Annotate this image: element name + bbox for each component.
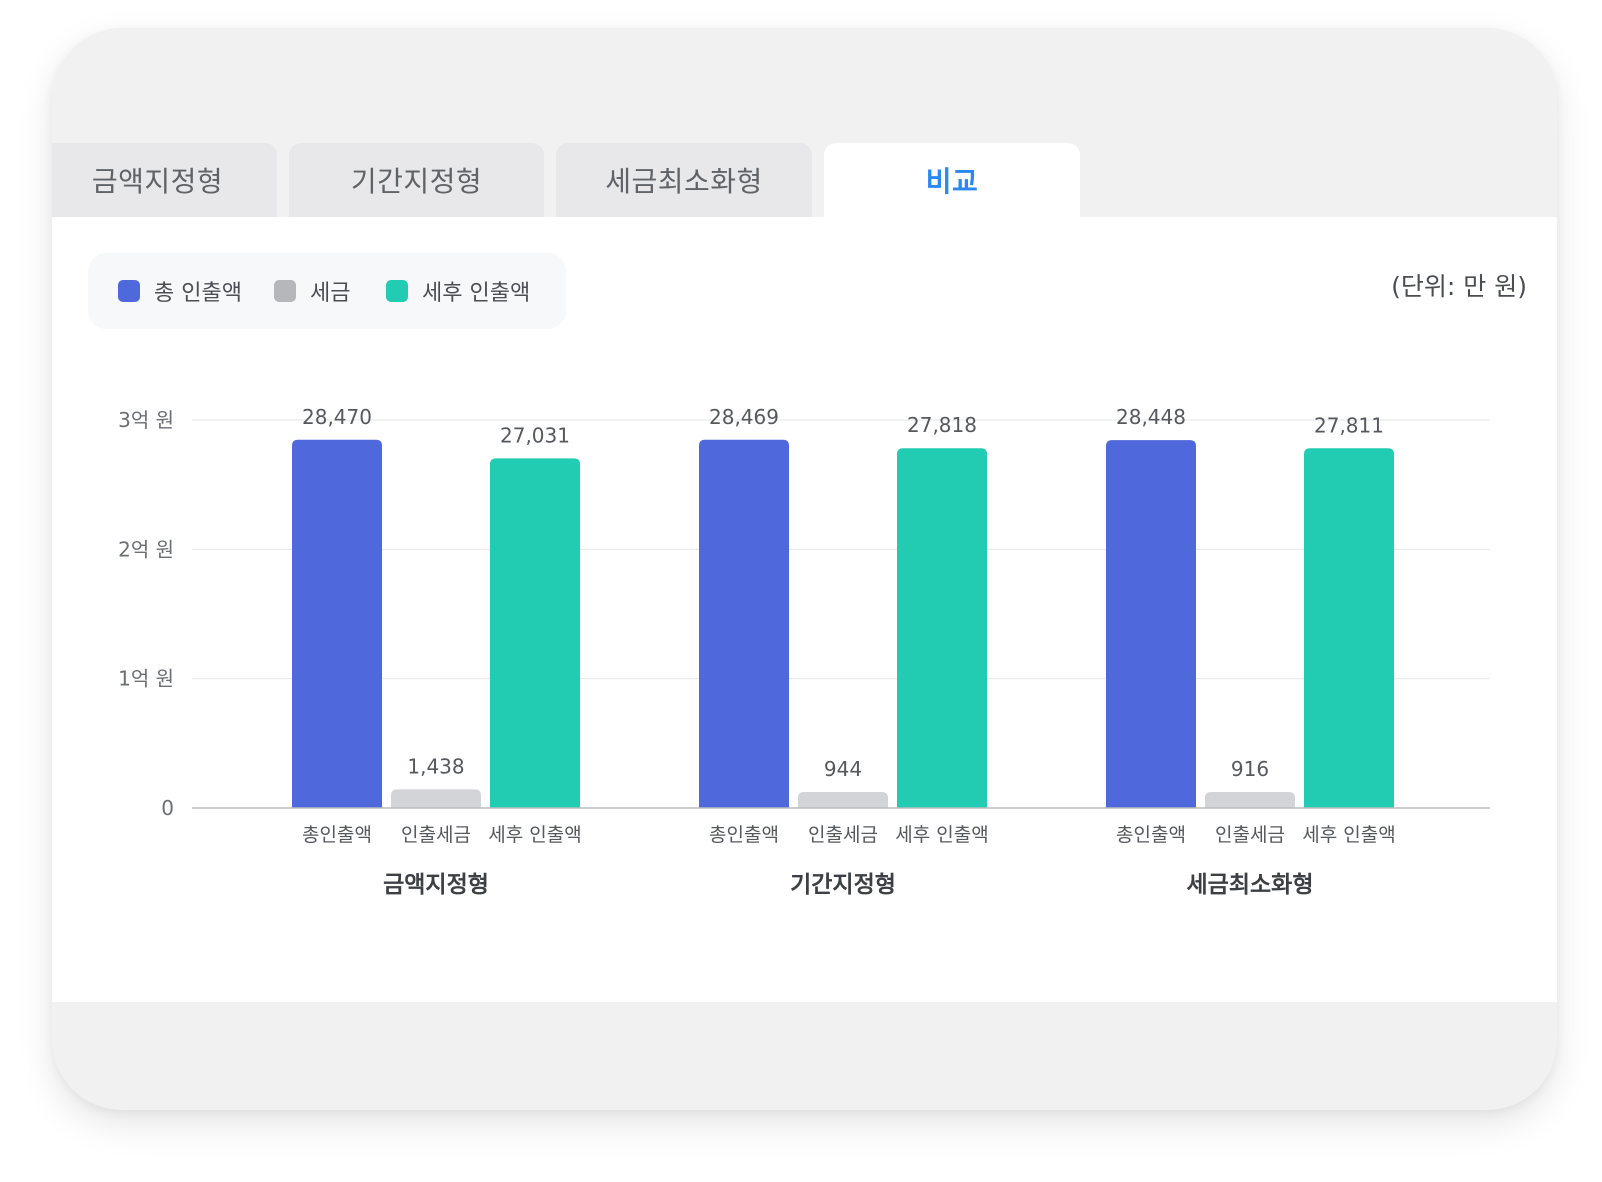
chart-panel: 총 인출액 세금 세후 인출액 (단위: 만 원) 0 1억 원 2억 원 3억 원 2… (52, 217, 1557, 1002)
bar-g2-s2 (1304, 448, 1394, 808)
data-label-g2-s1: 916 (1231, 757, 1269, 781)
bar-g0-s1 (391, 789, 481, 808)
legend-item-after-tax: 세후 인출액 (386, 253, 530, 329)
tab-amount-fixed[interactable]: 금액지정형 (52, 143, 277, 217)
bar-g0-s0 (292, 439, 382, 808)
bar-label-g2-s0: 총인출액 (1116, 824, 1186, 846)
tab-period-fixed[interactable]: 기간지정형 (289, 143, 544, 217)
y-tick-label-1: 1억 원 (118, 667, 174, 691)
legend-item-total: 총 인출액 (118, 253, 242, 329)
bar-label-g1-s1: 인출세금 (808, 824, 878, 846)
data-label-g1-s2: 27,818 (907, 413, 977, 437)
data-label-g1-s1: 944 (824, 757, 862, 781)
legend-swatch-total (118, 280, 140, 302)
y-tick-label-2: 2억 원 (118, 537, 174, 561)
category-label-2: 세금최소화형 (1187, 872, 1314, 898)
legend-label-total: 총 인출액 (154, 281, 242, 306)
legend-label-tax: 세금 (310, 281, 351, 306)
bar-label-g2-s1: 인출세금 (1215, 824, 1285, 846)
bar-g2-s0 (1106, 440, 1196, 808)
bar-label-g2-s2: 세후 인출액 (1302, 824, 1395, 846)
y-tick-label-3: 3억 원 (118, 408, 174, 432)
bar-label-g0-s1: 인출세금 (401, 824, 471, 846)
category-label-1: 기간지정형 (790, 872, 896, 898)
data-label-g2-s2: 27,811 (1314, 413, 1384, 437)
y-tick-label-0: 0 (161, 796, 174, 820)
unit-label: (단위: 만 원) (1391, 272, 1527, 301)
bar-label-g0-s2: 세후 인출액 (488, 824, 581, 846)
bar-g1-s1 (798, 792, 888, 808)
legend-label-after-tax: 세후 인출액 (422, 281, 531, 306)
comparison-card: 금액지정형 기간지정형 세금최소화형 비교 총 인출액 세금 세후 인출액 (단… (52, 28, 1557, 1110)
category-label-0: 금액지정형 (383, 872, 489, 898)
bar-label-g1-s2: 세후 인출액 (895, 824, 988, 846)
bar-g1-s2 (897, 448, 987, 808)
legend-swatch-tax (274, 280, 296, 302)
data-label-g0-s2: 27,031 (500, 423, 570, 447)
bar-g1-s0 (699, 439, 789, 808)
legend-swatch-after-tax (386, 280, 408, 302)
data-label-g1-s0: 28,469 (709, 405, 779, 429)
bar-g2-s1 (1205, 792, 1295, 808)
chart-legend: 총 인출액 세금 세후 인출액 (88, 253, 566, 329)
legend-item-tax: 세금 (274, 253, 350, 329)
data-label-g0-s0: 28,470 (302, 405, 372, 429)
bar-chart: 0 1억 원 2억 원 3억 원 28,470 총인출액 1,438 인출세금 27,031 세후… (118, 405, 1490, 898)
data-label-g0-s1: 1,438 (407, 754, 464, 778)
tab-compare[interactable]: 비교 (824, 143, 1080, 217)
tab-tax-minimized[interactable]: 세금최소화형 (556, 143, 812, 217)
bar-label-g0-s0: 총인출액 (302, 824, 372, 846)
bar-g0-s2 (490, 458, 580, 808)
bar-label-g1-s0: 총인출액 (709, 824, 779, 846)
data-label-g2-s0: 28,448 (1116, 405, 1186, 429)
